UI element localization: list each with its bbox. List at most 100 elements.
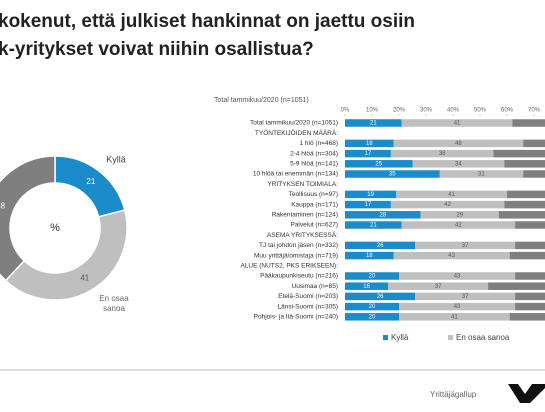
bar-value-label: 17 [365,151,372,157]
title-line: k-yritykset voivat niihin osallistua? [0,39,314,60]
bar-segment [420,211,499,219]
legend-label: Kyllä [391,333,409,342]
bar-segment [345,251,394,260]
y-tick-label: Uusimaa (n=85) [292,283,338,290]
bar-segment [401,119,513,127]
bar-segment [393,251,510,260]
y-tick-label: Kauppa (n=171) [291,201,338,208]
bar-segment [415,241,516,250]
bar-segment [509,251,545,260]
y-tick-label: 1 hlö (n=468) [300,140,339,147]
y-tick-label: Länsi-Suomi (n=305) [277,303,338,310]
bar-value-label: 43 [454,304,461,310]
bar-segment [515,272,545,280]
bar-segment [415,292,516,301]
bar-value-label: 42 [444,202,451,208]
legend-swatch [383,335,388,340]
bar-segment [396,190,507,199]
bar-segment [345,119,402,127]
x-tick-label: 50% [474,108,487,114]
pie-label: Kyllä [106,154,126,164]
y-tick-label: 5-9 hlöä (n=141) [290,161,338,168]
bar-segment [401,221,516,229]
bar-segment [345,221,402,229]
bar-segment [512,119,545,127]
bar-value-label: 21 [370,121,377,127]
y-tick-label: 2-4 hlöä (n=304) [290,150,338,157]
bar-value-label: 26 [377,243,384,249]
y-tick-label: Etelä-Suomi (n=203) [278,293,338,300]
bar-segment [345,160,413,168]
bar-value-label: 20 [369,274,376,280]
bar-value-label: 38 [439,151,446,157]
bar-value-label: 34 [455,161,462,167]
bar-segment [493,149,545,158]
bar-segment [345,139,394,148]
x-tick-label: 70% [528,108,541,114]
pie-value-label: 41 [80,273,89,282]
bar-value-label: 43 [454,274,461,280]
y-tick-label: YRITYKSEN TOIMIALA: [267,181,338,188]
bar-segment [399,302,516,311]
y-tick-label: Pohjois- ja Itä-Suomi (n=240) [254,314,338,321]
pie-slice [4,209,128,301]
y-tick-label: Teollisuus (n=97) [289,191,338,198]
bar-value-label: 29 [456,212,463,218]
title-line: kokenut, että julkiset hankinnat on jaet… [0,11,415,32]
bar-segment [345,170,440,178]
x-tick-label: 40% [447,108,460,114]
chart-title: Total tammikuu/2020 (n=1051) [214,97,309,104]
bar-segment [509,313,545,321]
y-tick-label: Rakentaminen (n=124) [272,212,338,219]
bar-segment [390,200,505,209]
bar-value-label: 41 [448,192,455,198]
bar-value-label: 41 [454,121,461,127]
pie-value-label: 21 [86,177,95,186]
bar-value-label: 25 [375,161,382,167]
bar-segment [345,190,397,199]
pie-slice [0,155,56,282]
bar-value-label: 19 [367,192,374,198]
y-tick-label: Total tammikuu/2020 (n=1051) [250,120,338,127]
y-tick-label: Palvelut (n=627) [290,222,338,229]
x-tick-label: 60% [501,108,514,114]
pie-value-label: 38 [0,202,6,211]
pie-center-label: % [50,222,60,234]
bar-segment [515,292,545,301]
bar-segment [388,282,489,290]
bar-value-label: 42 [455,223,462,229]
bar-segment [345,149,391,158]
bar-segment [507,190,545,199]
bar-value-label: 20 [369,304,376,310]
y-tick-label: ASEMA YRITYKSESSÄ: [267,231,338,239]
bar-value-label: 41 [451,314,458,320]
x-tick-label: 0% [341,108,350,114]
bar-value-label: 31 [478,172,485,178]
bar-segment [345,313,399,321]
legend-label: En osaa sanoa [456,333,510,342]
y-tick-label: Pääkaupunkiseutu (n=216) [260,273,338,280]
bar-segment [345,211,421,219]
footer-source: Yrittäjägallup [430,390,477,399]
bar-segment [345,272,399,280]
bar-segment [412,160,505,168]
bar-value-label: 21 [370,223,377,229]
bar-value-label: 18 [366,253,373,259]
y-tick-label: Muu yrittäjä/omistaja (n=719) [254,252,338,259]
bar-segment [399,272,516,280]
bar-value-label: 26 [377,294,384,300]
logo [508,384,545,403]
bar-value-label: 37 [462,294,469,300]
bar-segment [399,313,510,321]
legend-swatch [448,335,453,340]
bar-value-label: 18 [366,141,373,147]
bar-segment [504,160,545,168]
bar-value-label: 16 [363,284,370,290]
bar-segment [345,241,416,250]
y-tick-label: 10 hlöä tai enemmän (n=134) [253,171,338,178]
bar-value-label: 48 [455,141,462,147]
y-tick-label: ALUE (NUTS2, PKS ERIKSEEN): [240,263,338,270]
bar-segment [504,200,545,209]
